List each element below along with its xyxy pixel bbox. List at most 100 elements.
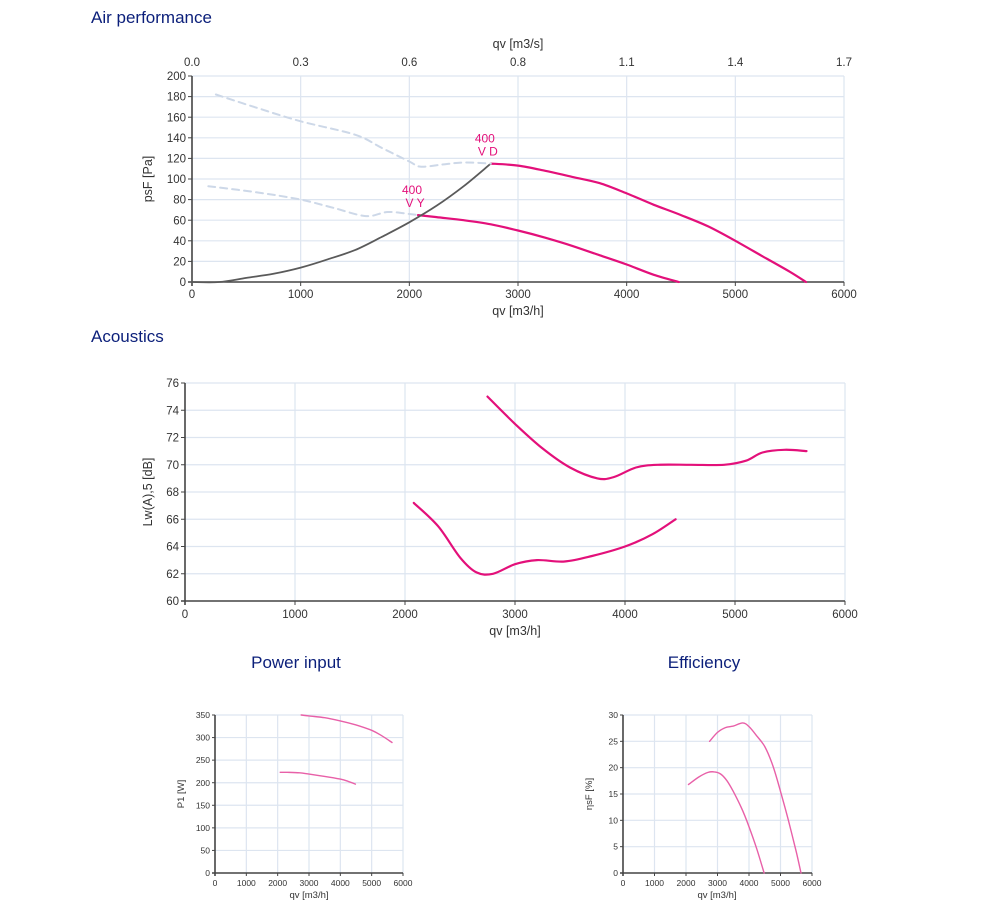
y-tick-label: 70 (166, 460, 179, 472)
x2-tick-label: 0.8 (510, 57, 526, 69)
series-line-400-vd (300, 714, 393, 744)
y-tick-label: 40 (173, 236, 186, 248)
x2-tick-label: 1.4 (727, 57, 744, 69)
air-performance-title: Air performance (91, 8, 212, 27)
y-tick-label: 20 (173, 257, 186, 269)
x-tick-label: 3000 (708, 878, 727, 888)
y-tick-label: 300 (196, 733, 210, 743)
x-axis-label: qv [m3/h] (489, 624, 540, 638)
x2-tick-label: 0.3 (293, 57, 309, 69)
series-line-400-vd (708, 722, 802, 874)
y-tick-label: 62 (166, 569, 179, 581)
y-tick-label: 140 (167, 133, 186, 145)
x-tick-label: 5000 (362, 878, 381, 888)
y-tick-label: 50 (201, 845, 211, 855)
y-tick-label: 60 (173, 215, 186, 227)
x-tick-label: 4000 (612, 609, 638, 621)
x-tick-label: 4000 (614, 289, 640, 301)
x-tick-label: 3000 (300, 878, 319, 888)
efficiency-title: Efficiency (667, 653, 741, 672)
x-tick-label: 1000 (237, 878, 256, 888)
y-tick-label: 0 (613, 868, 618, 878)
y-tick-label: 0 (205, 868, 210, 878)
x2-tick-label: 1.7 (836, 57, 852, 69)
curve-annotation-connection: V Y (405, 196, 424, 210)
y-tick-label: 120 (167, 154, 186, 166)
y-tick-label: 72 (166, 433, 179, 445)
x2-tick-label: 0.0 (184, 57, 200, 69)
x-tick-label: 6000 (832, 609, 858, 621)
series-line-400-vy (687, 770, 765, 874)
y-tick-label: 66 (166, 514, 179, 526)
x-tick-label: 1000 (288, 289, 314, 301)
y-tick-label: 200 (167, 71, 186, 83)
x-tick-label: 2000 (677, 878, 696, 888)
series-line-vd-extension (214, 93, 492, 168)
y-tick-label: 60 (166, 596, 179, 608)
x-tick-label: 3000 (502, 609, 528, 621)
y-tick-label: 100 (196, 823, 210, 833)
y-axis-label: P1 [W] (176, 780, 187, 809)
y-tick-label: 76 (166, 378, 179, 390)
series-line-400-vy (412, 501, 677, 576)
y-tick-label: 100 (167, 174, 186, 186)
x-tick-label: 1000 (282, 609, 308, 621)
y-tick-label: 68 (166, 487, 179, 499)
x-tick-label: 6000 (394, 878, 413, 888)
curve-annotation-speed: 400 (475, 132, 495, 146)
x-tick-label: 2000 (392, 609, 418, 621)
series-line-400-vy (279, 771, 357, 785)
y-tick-label: 20 (609, 763, 619, 773)
x-tick-label: 2000 (397, 289, 423, 301)
y-tick-label: 160 (167, 112, 186, 124)
x-tick-label: 6000 (831, 289, 857, 301)
x-tick-label: 0 (213, 878, 218, 888)
power-input-title: Power input (251, 653, 341, 672)
y-tick-label: 180 (167, 92, 186, 104)
curve-annotation-speed: 400 (402, 183, 422, 197)
y-tick-label: 64 (166, 542, 179, 554)
x-tick-label: 0 (189, 289, 195, 301)
x-tick-label: 5000 (722, 609, 748, 621)
x-tick-label: 1000 (645, 878, 664, 888)
series-line-400-vy (416, 214, 680, 284)
y-tick-label: 150 (196, 800, 210, 810)
y-tick-label: 74 (166, 405, 179, 417)
y-tick-label: 0 (180, 277, 186, 289)
series-line-vy-extension (207, 185, 419, 218)
x-axis-label: qv [m3/h] (697, 890, 736, 901)
x-axis-label: qv [m3/h] (492, 304, 543, 318)
x-tick-label: 5000 (771, 878, 790, 888)
x-tick-label: 0 (182, 609, 188, 621)
series-line-400-vd (486, 395, 808, 481)
series-line-400-vd (489, 162, 808, 284)
y-tick-label: 250 (196, 755, 210, 765)
x-axis-label: qv [m3/h] (289, 890, 328, 901)
y-axis-label: Lw(A),5 [dB] (141, 458, 155, 527)
x2-axis-label: qv [m3/s] (493, 37, 544, 51)
y-tick-label: 350 (196, 710, 210, 720)
x2-tick-label: 1.1 (619, 57, 635, 69)
x-tick-label: 4000 (331, 878, 350, 888)
x-tick-label: 5000 (723, 289, 749, 301)
x-tick-label: 0 (621, 878, 626, 888)
y-tick-label: 80 (173, 195, 186, 207)
y-tick-label: 30 (609, 710, 619, 720)
y-axis-label: psF [Pa] (141, 156, 155, 203)
x2-tick-label: 0.6 (401, 57, 417, 69)
x-tick-label: 6000 (803, 878, 822, 888)
acoustics-title: Acoustics (91, 327, 164, 346)
y-tick-label: 10 (609, 815, 619, 825)
y-tick-label: 5 (613, 842, 618, 852)
x-tick-label: 3000 (505, 289, 531, 301)
x-tick-label: 2000 (268, 878, 287, 888)
y-tick-label: 15 (609, 789, 619, 799)
series-line-system-curve (191, 162, 492, 284)
y-tick-label: 200 (196, 778, 210, 788)
x-tick-label: 4000 (740, 878, 759, 888)
y-tick-label: 25 (609, 736, 619, 746)
